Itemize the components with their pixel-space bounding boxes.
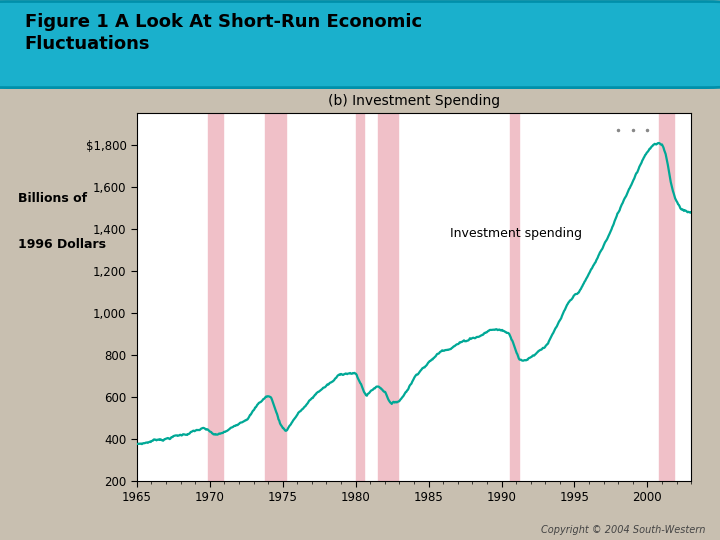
Text: Billions of: Billions of	[18, 192, 87, 205]
Text: Figure 1 A Look At Short-Run Economic
Fluctuations: Figure 1 A Look At Short-Run Economic Fl…	[24, 13, 422, 53]
Bar	[208, 113, 223, 481]
Text: Copyright © 2004 South-Western: Copyright © 2004 South-Western	[541, 524, 706, 535]
Bar	[265, 113, 286, 481]
Title: (b) Investment Spending: (b) Investment Spending	[328, 94, 500, 108]
Text: 1996 Dollars: 1996 Dollars	[18, 238, 106, 251]
Bar	[659, 113, 674, 481]
Text: Investment spending: Investment spending	[451, 226, 582, 240]
FancyBboxPatch shape	[0, 2, 720, 87]
Bar	[510, 113, 519, 481]
Bar	[356, 113, 364, 481]
Bar	[377, 113, 398, 481]
